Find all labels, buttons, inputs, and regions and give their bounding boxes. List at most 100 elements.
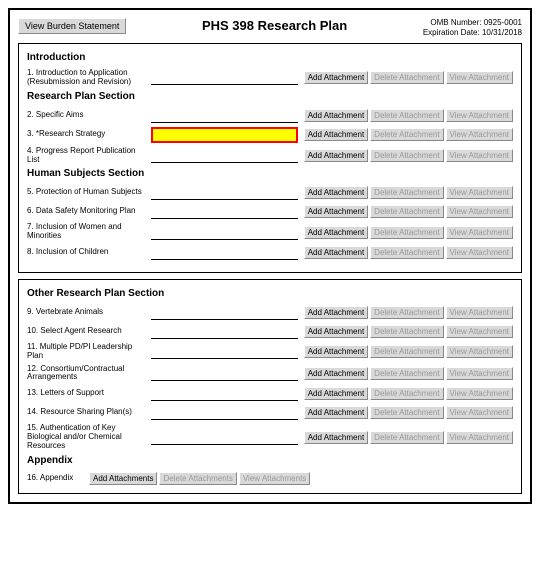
- delete-attachment-button: Delete Attachment: [370, 128, 443, 141]
- delete-attachment-button: Delete Attachment: [370, 387, 443, 400]
- attachment-field: [151, 185, 298, 200]
- field-label: 1. Introduction to Application (Resubmis…: [27, 69, 147, 87]
- field-label: 10. Select Agent Research: [27, 327, 147, 336]
- field-label: 2. Specific Aims: [27, 111, 147, 120]
- form-row: 16. AppendixAdd AttachmentsDelete Attach…: [27, 472, 513, 485]
- omb-number: OMB Number: 0925-0001: [423, 18, 522, 28]
- delete-attachments-button: Delete Attachments: [159, 472, 236, 485]
- delete-attachment-button: Delete Attachment: [370, 431, 443, 444]
- delete-attachment-button: Delete Attachment: [370, 71, 443, 84]
- view-attachment-button: View Attachment: [446, 367, 513, 380]
- view-attachment-button: View Attachment: [446, 246, 513, 259]
- field-label: 16. Appendix: [27, 474, 87, 483]
- delete-attachment-button: Delete Attachment: [370, 205, 443, 218]
- section-heading: Human Subjects Section: [27, 168, 513, 179]
- delete-attachment-button: Delete Attachment: [370, 186, 443, 199]
- view-attachment-button: View Attachment: [446, 71, 513, 84]
- add-attachment-button[interactable]: Add Attachment: [304, 406, 368, 419]
- add-attachment-button[interactable]: Add Attachment: [304, 186, 368, 199]
- form-row: 6. Data Safety Monitoring Plan Add Attach…: [27, 204, 513, 219]
- form-row: 7. Inclusion of Women and Minorities Add …: [27, 223, 513, 241]
- field-label: 5. Protection of Human Subjects: [27, 188, 147, 197]
- view-burden-button[interactable]: View Burden Statement: [18, 18, 126, 34]
- delete-attachment-button: Delete Attachment: [370, 406, 443, 419]
- add-attachments-button[interactable]: Add Attachments: [89, 472, 157, 485]
- delete-attachment-button: Delete Attachment: [370, 345, 443, 358]
- attachment-field: [151, 366, 298, 381]
- add-attachment-button[interactable]: Add Attachment: [304, 128, 368, 141]
- attachment-field: [151, 204, 298, 219]
- sections-box-2: Other Research Plan Section 9. Vertebrate…: [18, 279, 522, 494]
- view-attachment-button: View Attachment: [446, 387, 513, 400]
- page-title: PHS 398 Research Plan: [126, 18, 422, 33]
- add-attachment-button[interactable]: Add Attachment: [304, 71, 368, 84]
- form-row: 10. Select Agent Research Add AttachmentD…: [27, 324, 513, 339]
- add-attachment-button[interactable]: Add Attachment: [304, 367, 368, 380]
- form-row: 14. Resource Sharing Plan(s) Add Attachme…: [27, 405, 513, 420]
- view-attachment-button: View Attachment: [446, 109, 513, 122]
- section-heading: Introduction: [27, 52, 513, 63]
- attachment-field: [151, 127, 298, 143]
- field-label: 11. Multiple PD/PI Leadership Plan: [27, 343, 147, 361]
- sections-box-1: Introduction 1. Introduction to Applicati…: [18, 43, 522, 273]
- form-row: 8. Inclusion of Children Add AttachmentDe…: [27, 245, 513, 260]
- delete-attachment-button: Delete Attachment: [370, 109, 443, 122]
- view-attachment-button: View Attachment: [446, 186, 513, 199]
- form-row: 11. Multiple PD/PI Leadership Plan Add At…: [27, 343, 513, 361]
- form-row: 9. Vertebrate Animals Add AttachmentDelet…: [27, 305, 513, 320]
- field-label: 3. *Research Strategy: [27, 130, 147, 139]
- view-attachment-button: View Attachment: [446, 149, 513, 162]
- attachment-field: [151, 108, 298, 123]
- view-attachment-button: View Attachment: [446, 226, 513, 239]
- view-attachment-button: View Attachment: [446, 306, 513, 319]
- add-attachment-button[interactable]: Add Attachment: [304, 325, 368, 338]
- field-label: 13. Letters of Support: [27, 389, 147, 398]
- add-attachment-button[interactable]: Add Attachment: [304, 306, 368, 319]
- section-heading: Other Research Plan Section: [27, 288, 513, 299]
- delete-attachment-button: Delete Attachment: [370, 367, 443, 380]
- view-attachment-button: View Attachment: [446, 205, 513, 218]
- add-attachment-button[interactable]: Add Attachment: [304, 345, 368, 358]
- attachment-field: [151, 386, 298, 401]
- attachment-field: [151, 305, 298, 320]
- delete-attachment-button: Delete Attachment: [370, 246, 443, 259]
- form-row: 12. Consortium/Contractual ArrangementsA…: [27, 365, 513, 383]
- form-row: 13. Letters of Support Add AttachmentDele…: [27, 386, 513, 401]
- omb-meta: OMB Number: 0925-0001 Expiration Date: 1…: [423, 18, 522, 37]
- delete-attachment-button: Delete Attachment: [370, 325, 443, 338]
- view-attachment-button: View Attachment: [446, 431, 513, 444]
- section-heading: Research Plan Section: [27, 91, 513, 102]
- attachment-field: [151, 430, 298, 445]
- attachment-field: [151, 245, 298, 260]
- field-label: 6. Data Safety Monitoring Plan: [27, 207, 147, 216]
- form-row: 5. Protection of Human Subjects Add Attac…: [27, 185, 513, 200]
- attachment-field: [151, 324, 298, 339]
- section-heading: Appendix: [27, 455, 513, 466]
- field-label: 15. Authentication of Key Biological and…: [27, 424, 147, 450]
- form-row: 2. Specific Aims Add AttachmentDelete Att…: [27, 108, 513, 123]
- add-attachment-button[interactable]: Add Attachment: [304, 149, 368, 162]
- field-label: 7. Inclusion of Women and Minorities: [27, 223, 147, 241]
- form-row: 15. Authentication of Key Biological and…: [27, 424, 513, 450]
- add-attachment-button[interactable]: Add Attachment: [304, 205, 368, 218]
- add-attachment-button[interactable]: Add Attachment: [304, 387, 368, 400]
- attachment-field: [151, 148, 298, 163]
- form-page: View Burden Statement PHS 398 Research P…: [8, 8, 532, 504]
- field-label: 4. Progress Report Publication List: [27, 147, 147, 165]
- add-attachment-button[interactable]: Add Attachment: [304, 226, 368, 239]
- add-attachment-button[interactable]: Add Attachment: [304, 246, 368, 259]
- view-attachment-button: View Attachment: [446, 325, 513, 338]
- top-bar: View Burden Statement PHS 398 Research P…: [18, 18, 522, 37]
- field-label: 14. Resource Sharing Plan(s): [27, 408, 147, 417]
- add-attachment-button[interactable]: Add Attachment: [304, 431, 368, 444]
- attachment-field: [151, 225, 298, 240]
- delete-attachment-button: Delete Attachment: [370, 306, 443, 319]
- attachment-field: [151, 344, 298, 359]
- view-attachment-button: View Attachment: [446, 128, 513, 141]
- field-label: 8. Inclusion of Children: [27, 248, 147, 257]
- expiration-date: Expiration Date: 10/31/2018: [423, 28, 522, 38]
- form-row: 3. *Research Strategy Add AttachmentDelet…: [27, 127, 513, 143]
- field-label: 9. Vertebrate Animals: [27, 308, 147, 317]
- form-row: 4. Progress Report Publication List Add A…: [27, 147, 513, 165]
- add-attachment-button[interactable]: Add Attachment: [304, 109, 368, 122]
